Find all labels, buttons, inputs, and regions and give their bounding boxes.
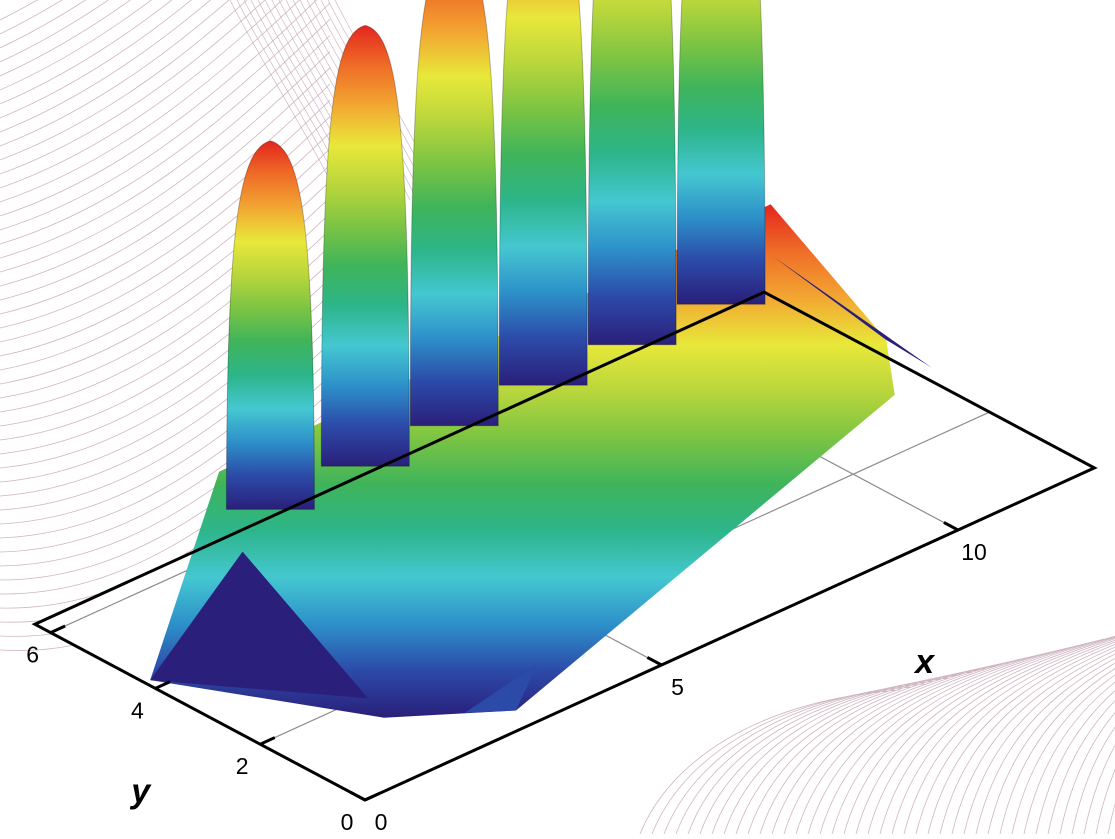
y-tick-label: 6 bbox=[26, 642, 39, 668]
y-tick bbox=[364, 792, 381, 802]
peak-4 bbox=[498, 0, 588, 386]
x-axis-title: x bbox=[913, 643, 936, 681]
y-axis-title: y bbox=[129, 772, 152, 810]
x-tick-label: 5 bbox=[671, 674, 684, 700]
y-tick-label: 0 bbox=[341, 809, 354, 834]
x-tick-label: 0 bbox=[375, 809, 388, 834]
x-tick bbox=[943, 521, 959, 532]
x-tick bbox=[646, 656, 663, 667]
axis-box bbox=[31, 290, 1098, 802]
streamlines-bottom-right bbox=[639, 635, 1115, 835]
peak-6 bbox=[676, 0, 766, 305]
ridge-body bbox=[150, 204, 895, 718]
streamlines-left bbox=[0, 0, 331, 651]
peak-2 bbox=[320, 24, 410, 467]
surface-mesh bbox=[150, 0, 932, 718]
right-tail bbox=[773, 256, 932, 368]
y-tick-label: 4 bbox=[131, 697, 144, 723]
x-tick-label: 10 bbox=[961, 539, 987, 565]
front-trough bbox=[464, 663, 538, 713]
x-tick bbox=[350, 791, 366, 802]
axis-frame bbox=[31, 290, 1098, 802]
y-tick bbox=[154, 680, 171, 690]
peak-3 bbox=[409, 0, 499, 427]
y-tick bbox=[49, 624, 66, 634]
peak-1 bbox=[225, 140, 315, 510]
left-tail bbox=[150, 551, 369, 699]
axis-labels: 0 5 10 0 2 4 6 x y bbox=[26, 539, 987, 835]
y-tick bbox=[259, 736, 276, 746]
peak-5 bbox=[587, 0, 677, 346]
y-tick-label: 2 bbox=[236, 753, 249, 779]
